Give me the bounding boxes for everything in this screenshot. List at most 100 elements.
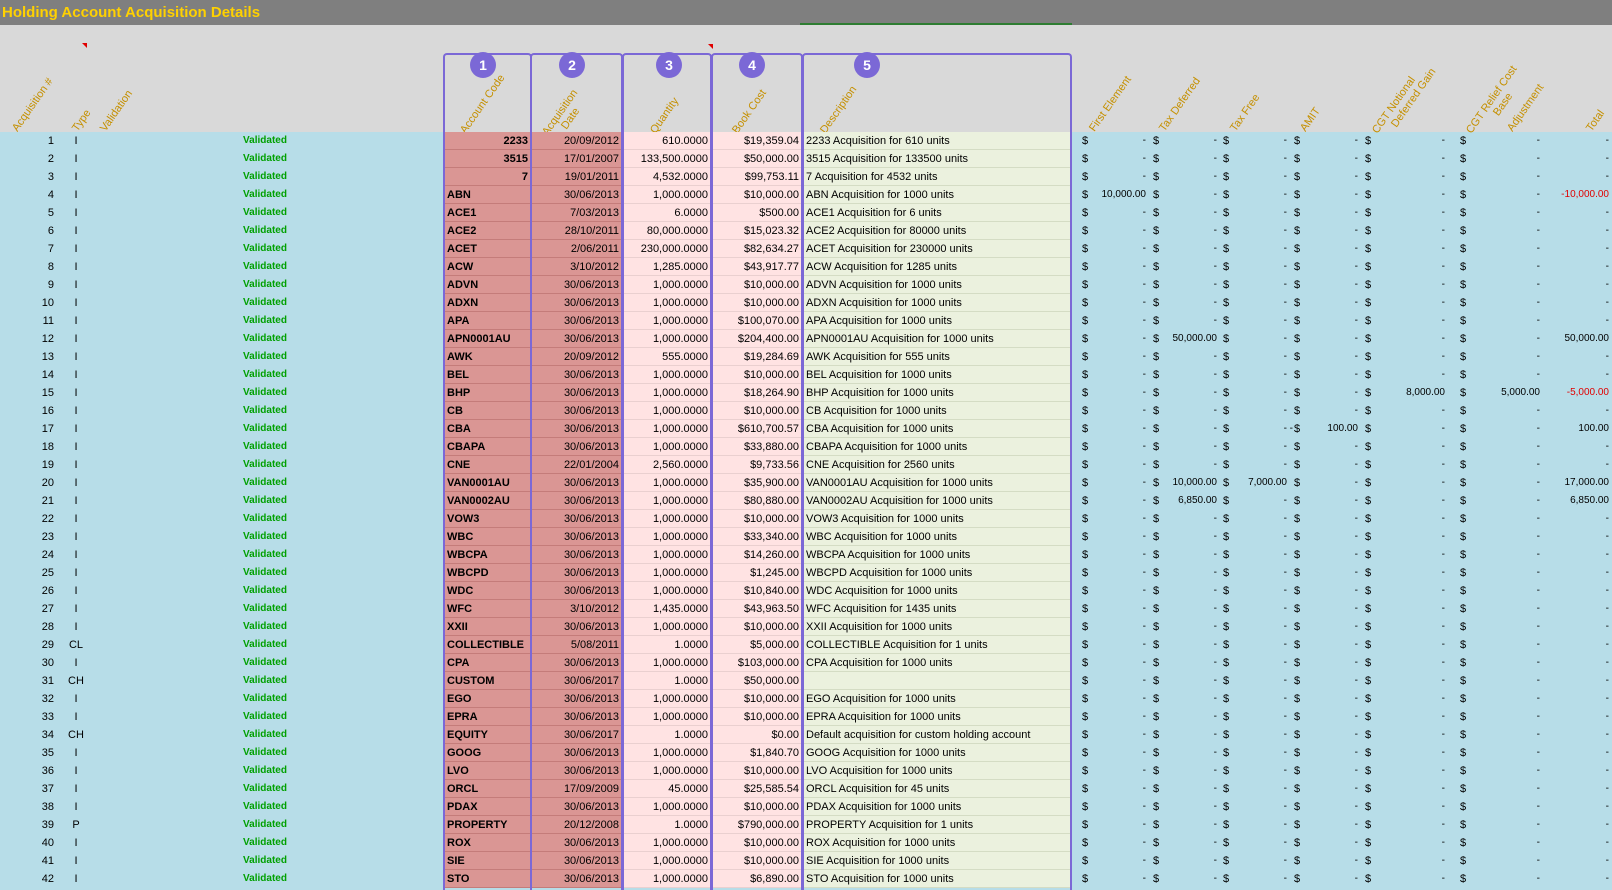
type-cell[interactable]: CH	[68, 729, 84, 741]
taxdef-cell[interactable]: -	[1213, 207, 1217, 218]
amit-cell[interactable]: -	[1354, 549, 1358, 560]
book-cost-cell[interactable]: $1,840.70	[713, 744, 801, 762]
type-cell[interactable]: P	[72, 819, 80, 831]
book-cost-cell[interactable]: $0.00	[713, 726, 801, 744]
cgtn-cell[interactable]: -	[1441, 819, 1445, 830]
acquisition-date-cell[interactable]: 2/06/2011	[532, 240, 621, 258]
validation-cell[interactable]: Validated	[243, 549, 287, 560]
account-code-cell[interactable]: 7	[445, 168, 530, 186]
amit-cell[interactable]: -	[1354, 873, 1358, 884]
cgtn-cell[interactable]: -	[1441, 189, 1445, 200]
taxdef-cell[interactable]: -	[1213, 189, 1217, 200]
first-cell[interactable]: -	[1142, 459, 1146, 470]
cgtr-cell[interactable]: -	[1536, 747, 1540, 758]
cgtn-cell[interactable]: -	[1441, 567, 1445, 578]
amit-cell[interactable]: -	[1354, 405, 1358, 416]
quantity-cell[interactable]: 1,000.0000	[624, 546, 710, 564]
cgtn-cell[interactable]: -	[1441, 585, 1445, 596]
taxfree-cell[interactable]: -	[1283, 567, 1287, 578]
total-cell[interactable]: -	[1605, 783, 1609, 794]
quantity-cell[interactable]: 1,000.0000	[624, 654, 710, 672]
validation-cell[interactable]: Validated	[243, 603, 287, 614]
book-cost-cell[interactable]: $6,890.00	[713, 870, 801, 888]
cgtr-cell[interactable]: -	[1536, 603, 1540, 614]
description-cell[interactable]: APN0001AU Acquisition for 1000 units	[804, 330, 1070, 348]
first-cell[interactable]: -	[1142, 513, 1146, 524]
taxdef-cell[interactable]: -	[1213, 459, 1217, 470]
cgtn-cell[interactable]: -	[1441, 783, 1445, 794]
taxfree-cell[interactable]: -	[1283, 711, 1287, 722]
acquisition-date-cell[interactable]: 30/06/2013	[532, 330, 621, 348]
type-cell[interactable]: I	[74, 315, 78, 327]
header-first-element[interactable]: First Element	[1087, 73, 1134, 134]
total-cell[interactable]: -	[1605, 171, 1609, 182]
quantity-cell[interactable]: 1,000.0000	[624, 474, 710, 492]
description-cell[interactable]: WBC Acquisition for 1000 units	[804, 528, 1070, 546]
acquisition-date-cell[interactable]: 3/10/2012	[532, 258, 621, 276]
first-cell[interactable]: 10,000.00	[1101, 189, 1147, 200]
description-cell[interactable]: ACE2 Acquisition for 80000 units	[804, 222, 1070, 240]
account-code-cell[interactable]: ACET	[445, 240, 530, 258]
taxfree-cell[interactable]: -	[1283, 693, 1287, 704]
cgtn-cell[interactable]: -	[1441, 495, 1445, 506]
taxfree-cell[interactable]: -	[1283, 189, 1287, 200]
cgtn-cell[interactable]: -	[1441, 405, 1445, 416]
quantity-cell[interactable]: 80,000.0000	[624, 222, 710, 240]
validation-cell[interactable]: Validated	[243, 567, 287, 578]
cgtr-cell[interactable]: -	[1536, 531, 1540, 542]
type-cell[interactable]: I	[74, 153, 78, 165]
acquisition-number-cell[interactable]: 12	[41, 333, 54, 345]
book-cost-cell[interactable]: $204,400.00	[713, 330, 801, 348]
description-cell[interactable]: CPA Acquisition for 1000 units	[804, 654, 1070, 672]
acquisition-date-cell[interactable]: 30/06/2013	[532, 690, 621, 708]
quantity-cell[interactable]: 1,000.0000	[624, 852, 710, 870]
validation-cell[interactable]: Validated	[243, 297, 287, 308]
quantity-cell[interactable]: 1,000.0000	[624, 276, 710, 294]
taxfree-cell[interactable]: -	[1283, 279, 1287, 290]
cgtn-cell[interactable]: -	[1441, 333, 1445, 344]
acquisition-number-cell[interactable]: 27	[41, 603, 54, 615]
taxfree-cell[interactable]: 7,000.00	[1248, 477, 1287, 488]
taxfree-cell[interactable]: -	[1283, 855, 1287, 866]
acquisition-number-cell[interactable]: 20	[41, 477, 54, 489]
type-cell[interactable]: CL	[68, 639, 84, 651]
acquisition-date-cell[interactable]: 30/06/2013	[532, 384, 621, 402]
quantity-cell[interactable]: 1,000.0000	[624, 708, 710, 726]
cgtn-cell[interactable]: -	[1441, 261, 1445, 272]
acquisition-date-cell[interactable]: 30/06/2017	[532, 726, 621, 744]
acquisition-number-cell[interactable]: 17	[41, 423, 54, 435]
quantity-cell[interactable]: 1,000.0000	[624, 744, 710, 762]
type-cell[interactable]: I	[74, 693, 78, 705]
validation-cell[interactable]: Validated	[243, 765, 287, 776]
quantity-cell[interactable]: 133,500.0000	[624, 150, 710, 168]
description-cell[interactable]: GOOG Acquisition for 1000 units	[804, 744, 1070, 762]
taxdef-cell[interactable]: -	[1213, 711, 1217, 722]
description-cell[interactable]: LVO Acquisition for 1000 units	[804, 762, 1070, 780]
taxfree-cell[interactable]: -	[1283, 369, 1287, 380]
quantity-cell[interactable]: 1.0000	[624, 726, 710, 744]
description-cell[interactable]: VOW3 Acquisition for 1000 units	[804, 510, 1070, 528]
description-cell[interactable]: PDAX Acquisition for 1000 units	[804, 798, 1070, 816]
acquisition-date-cell[interactable]: 30/06/2013	[532, 744, 621, 762]
type-cell[interactable]: I	[74, 297, 78, 309]
taxdef-cell[interactable]: -	[1213, 855, 1217, 866]
description-cell[interactable]: ADVN Acquisition for 1000 units	[804, 276, 1070, 294]
total-cell[interactable]: -	[1605, 747, 1609, 758]
first-cell[interactable]: -	[1142, 477, 1146, 488]
first-cell[interactable]: -	[1142, 693, 1146, 704]
amit-cell[interactable]: -	[1354, 657, 1358, 668]
description-cell[interactable]: 7 Acquisition for 4532 units	[804, 168, 1070, 186]
type-cell[interactable]: I	[74, 441, 78, 453]
amit-cell[interactable]: -	[1354, 801, 1358, 812]
first-cell[interactable]: -	[1142, 639, 1146, 650]
taxdef-cell[interactable]: -	[1213, 603, 1217, 614]
description-cell[interactable]: WDC Acquisition for 1000 units	[804, 582, 1070, 600]
amit-cell[interactable]: -	[1354, 639, 1358, 650]
cgtn-cell[interactable]: -	[1441, 531, 1445, 542]
acquisition-number-cell[interactable]: 33	[41, 711, 54, 723]
validation-cell[interactable]: Validated	[243, 207, 287, 218]
cgtn-cell[interactable]: -	[1441, 621, 1445, 632]
type-cell[interactable]: I	[74, 387, 78, 399]
header-type[interactable]: Type	[70, 107, 94, 134]
acquisition-number-cell[interactable]: 14	[41, 369, 54, 381]
